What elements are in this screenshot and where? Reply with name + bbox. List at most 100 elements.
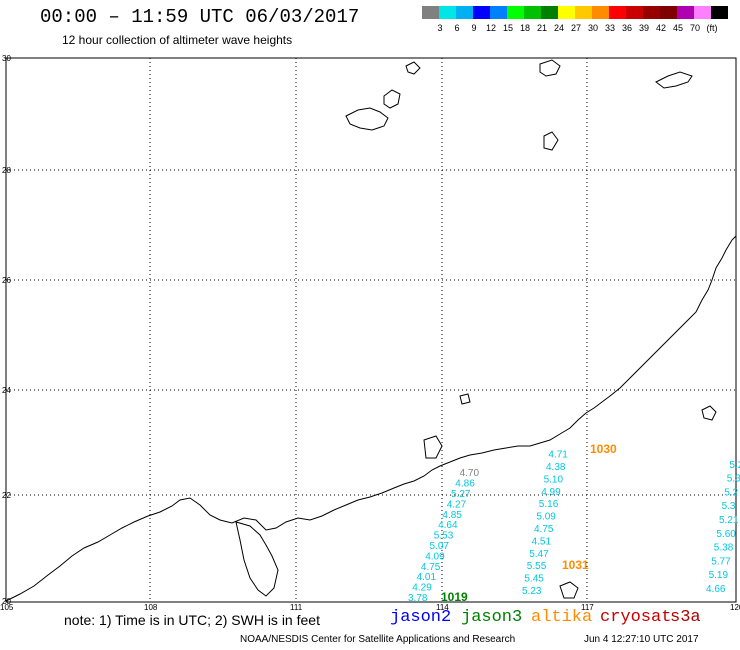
color-scale-swatch bbox=[677, 6, 694, 19]
color-scale-swatch bbox=[507, 6, 524, 19]
color-scale-swatch bbox=[575, 6, 592, 19]
color-scale-label: 27 bbox=[570, 23, 581, 33]
color-scale-swatch bbox=[660, 6, 677, 19]
map-title: 00:00 – 11:59 UTC 06/03/2017 bbox=[40, 6, 360, 28]
color-scale-swatch bbox=[711, 6, 728, 19]
color-scale-swatch bbox=[422, 6, 439, 19]
island-east-2 bbox=[459, 393, 471, 405]
color-scale-label: 21 bbox=[536, 23, 547, 33]
track1-value: 5.27 bbox=[451, 489, 471, 500]
latitude-label: 22 bbox=[2, 491, 11, 500]
color-scale-label: 70 bbox=[689, 23, 700, 33]
color-scale-swatch bbox=[524, 6, 541, 19]
color-scale-label: 12 bbox=[485, 23, 496, 33]
color-scale-label: 42 bbox=[655, 23, 666, 33]
color-scale-swatch bbox=[541, 6, 558, 19]
satellite-legend-cryosat: cryosat bbox=[600, 608, 672, 627]
track2-value: 4.38 bbox=[546, 462, 566, 473]
track3-value: 5.38 bbox=[714, 543, 734, 554]
color-scale-swatch bbox=[592, 6, 609, 19]
color-scale-swatch bbox=[456, 6, 473, 19]
pressure-label-1030: 1030 bbox=[590, 442, 617, 456]
island-east-1 bbox=[701, 405, 717, 421]
satellite-legend-jason2: jason2 bbox=[390, 608, 452, 627]
track1-value: 4.01 bbox=[417, 572, 437, 583]
color-scale-swatch bbox=[490, 6, 507, 19]
color-scale-label: 6 bbox=[454, 23, 460, 33]
satellite-legend-s3a: s3a bbox=[670, 608, 701, 627]
footer-note: note: 1) Time is in UTC; 2) SWH is in fe… bbox=[64, 612, 320, 628]
color-scale-label: 9 bbox=[471, 23, 477, 33]
island-mid-2 bbox=[559, 581, 579, 599]
map-subtitle: 12 hour collection of altimeter wave hei… bbox=[62, 33, 293, 47]
color-scale-swatch bbox=[558, 6, 575, 19]
mainland-coastline bbox=[5, 235, 737, 602]
pressure-labels: 1030 1031 1019 bbox=[441, 442, 617, 604]
track2-value: 4.99 bbox=[541, 487, 561, 498]
track1-value: 4.86 bbox=[455, 479, 475, 490]
track3-value: 5.3 bbox=[722, 501, 736, 512]
color-scale-swatch bbox=[439, 6, 456, 19]
latitude-label: 20 bbox=[2, 597, 11, 606]
track2-value: 5.10 bbox=[544, 474, 564, 485]
color-scale-label: 33 bbox=[604, 23, 615, 33]
track1-value: 4.29 bbox=[412, 583, 432, 594]
track2-value: 5.55 bbox=[527, 561, 547, 572]
color-scale-label: 39 bbox=[638, 23, 649, 33]
longitude-label: 108 bbox=[144, 603, 158, 612]
color-scale-swatch bbox=[609, 6, 626, 19]
track3-value: 5.77 bbox=[711, 556, 731, 567]
color-scale-label: 18 bbox=[519, 23, 530, 33]
color-scale-swatch bbox=[626, 6, 643, 19]
longitude-label: 114 bbox=[436, 603, 449, 612]
track3-value: 5.2 bbox=[729, 460, 740, 471]
color-scale-label: 45 bbox=[672, 23, 683, 33]
track2-value: 5.16 bbox=[539, 499, 559, 510]
island-mid-1 bbox=[423, 435, 443, 459]
island-north-4 bbox=[539, 59, 561, 77]
track2-value: 4.71 bbox=[548, 450, 568, 461]
track1-value: 5.07 bbox=[430, 541, 450, 552]
longitude-label: 111 bbox=[290, 603, 303, 612]
track3-value: 5.2 bbox=[724, 487, 738, 498]
color-scale-label: 15 bbox=[502, 23, 513, 33]
pressure-label-1031: 1031 bbox=[562, 558, 589, 572]
longitude-label: 117 bbox=[581, 603, 594, 612]
color-scale-label: (ft) bbox=[706, 23, 718, 33]
coastline bbox=[5, 59, 737, 602]
island-north-3 bbox=[655, 71, 693, 89]
color-scale-label: 24 bbox=[553, 23, 564, 33]
island-north-2 bbox=[383, 89, 401, 109]
track2-value: 5.45 bbox=[524, 574, 544, 585]
track1-value: 4.09 bbox=[425, 551, 445, 562]
track3-value: 5.21 bbox=[719, 515, 739, 526]
color-scale-label: 36 bbox=[621, 23, 632, 33]
island-north-5 bbox=[543, 131, 559, 151]
track1-value: 4.27 bbox=[447, 499, 467, 510]
track2-value: 5.23 bbox=[522, 586, 542, 597]
track3-value: 5.60 bbox=[716, 529, 736, 540]
track1-value: 4.64 bbox=[438, 520, 458, 531]
track2-value: 5.47 bbox=[529, 549, 549, 560]
pressure-label-1019: 1019 bbox=[441, 590, 468, 604]
track3-value: 4.66 bbox=[706, 584, 726, 595]
satellite-legend-altika: altika bbox=[531, 608, 593, 627]
track1-value: 4.75 bbox=[421, 562, 441, 573]
peninsula-coastline bbox=[235, 521, 279, 597]
latitude-label: 24 bbox=[2, 386, 11, 395]
track3-value: 5.19 bbox=[709, 570, 729, 581]
track1-value: 3.78 bbox=[408, 593, 428, 604]
color-scale-swatch bbox=[643, 6, 660, 19]
track2-value: 4.51 bbox=[532, 536, 552, 547]
satellite-legend-jason3: jason3 bbox=[461, 608, 523, 627]
longitude-label: 105 bbox=[0, 603, 14, 612]
altimeter-tracks: 3.784.294.014.754.095.075.534.644.854.27… bbox=[408, 450, 740, 604]
timestamp-text: Jun 4 12:27:10 UTC 2017 bbox=[584, 634, 699, 645]
latitude-labels: 30 28 26 24 22 20 bbox=[2, 54, 11, 606]
track1-value: 4.70 bbox=[460, 468, 480, 479]
track3-value: 5.3 bbox=[727, 474, 740, 485]
color-scale-swatch bbox=[694, 6, 711, 19]
color-scale-label: 3 bbox=[437, 23, 443, 33]
color-scale-label: 30 bbox=[587, 23, 598, 33]
